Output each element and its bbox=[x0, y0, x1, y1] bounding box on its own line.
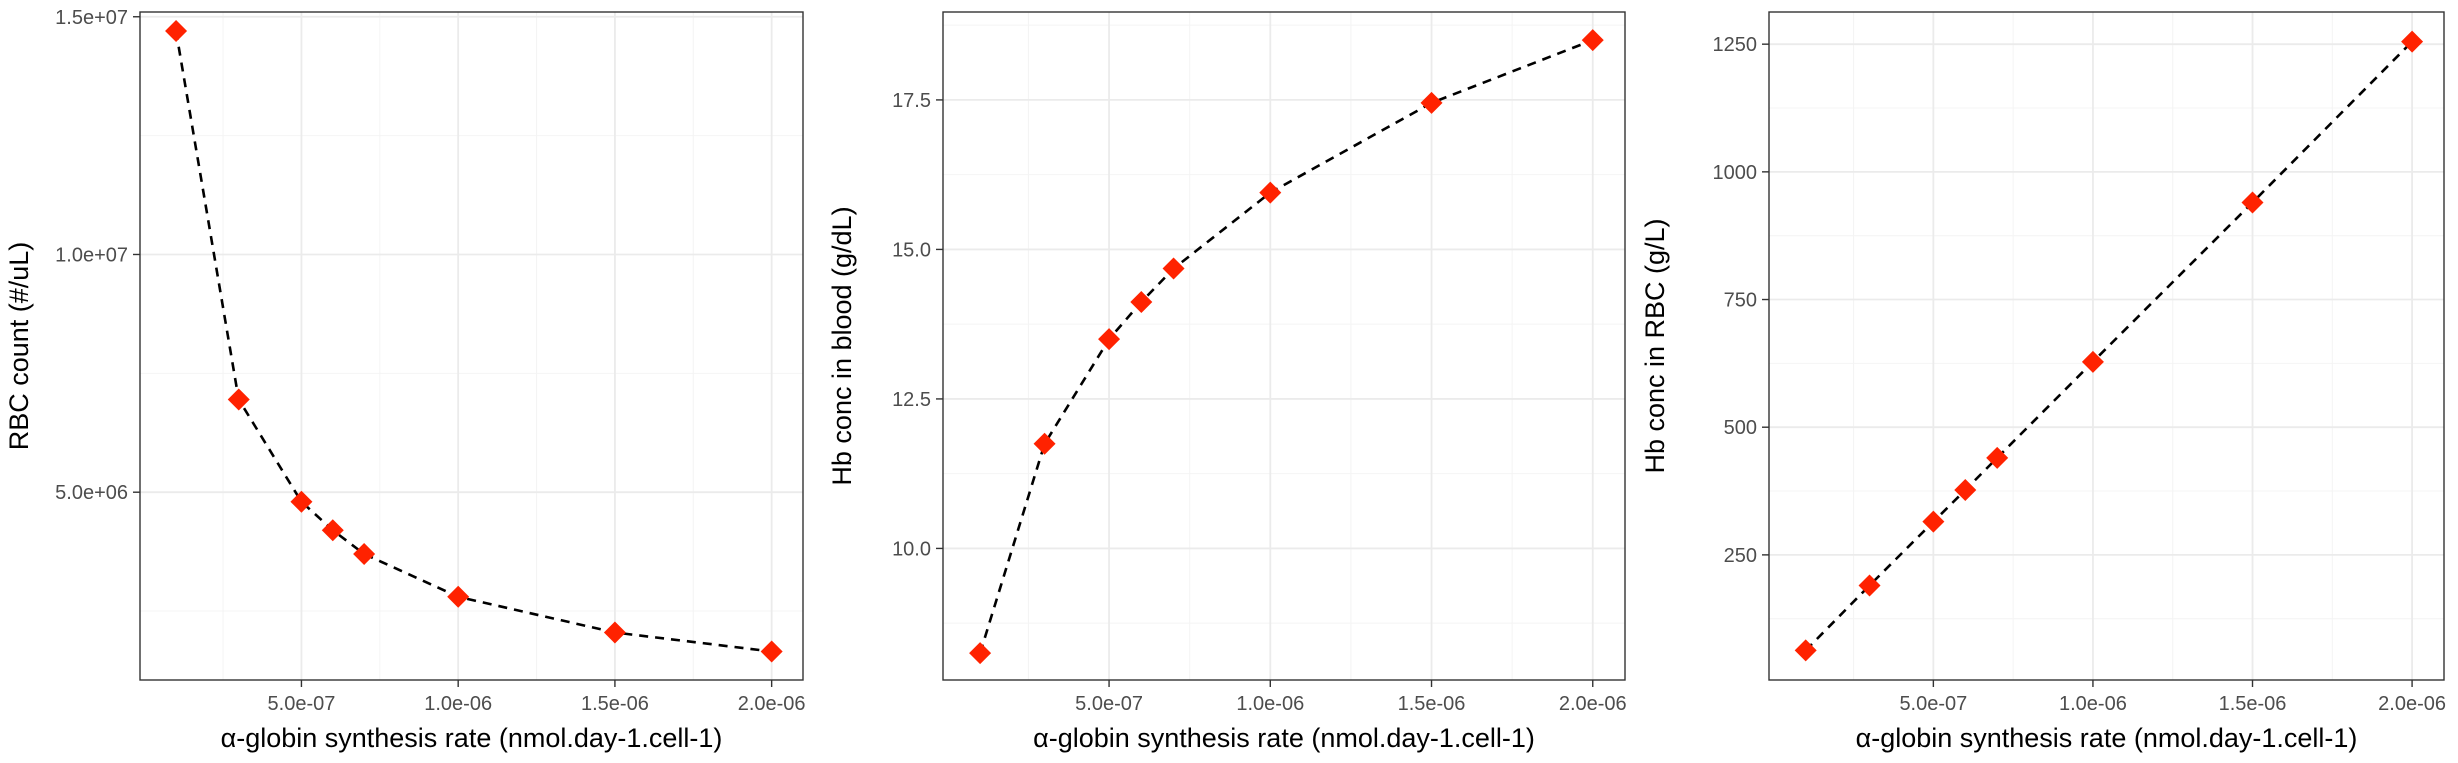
data-point bbox=[2241, 191, 2264, 214]
panel-border bbox=[1768, 11, 2445, 681]
data-point bbox=[1954, 479, 1977, 502]
data-point bbox=[447, 585, 470, 608]
x-tick-label: 5.0e-07 bbox=[1075, 693, 1143, 715]
data-point bbox=[227, 388, 250, 411]
data-point bbox=[1033, 432, 1056, 455]
y-axis-title: Hb conc in blood (g/dL) bbox=[827, 206, 857, 485]
data-point bbox=[969, 642, 992, 665]
panel-border bbox=[942, 11, 1626, 681]
chart-panel-2: 5.0e-07 1.0e-06 1.5e-06 2.0e-06 10.0 12.5 15.0… bbox=[827, 11, 1627, 753]
x-tick-label: 5.0e-07 bbox=[1899, 693, 1967, 715]
y-tick-label: 12.5 bbox=[892, 389, 931, 411]
data-point bbox=[1259, 181, 1282, 204]
x-tick-label: 1.0e-06 bbox=[2059, 693, 2127, 715]
chart-panel-1: 5.0e-07 1.0e-06 1.5e-06 2.0e-06 5.0e+06 1.0e+… bbox=[4, 7, 806, 753]
data-point bbox=[1858, 574, 1881, 597]
x-tick-label: 5.0e-07 bbox=[268, 693, 336, 715]
data-point bbox=[1581, 29, 1604, 52]
data-point bbox=[1098, 328, 1121, 351]
x-tick-label: 2.0e-06 bbox=[2378, 693, 2446, 715]
data-point bbox=[2081, 350, 2104, 373]
data-point bbox=[321, 519, 344, 542]
y-axis-title: Hb conc in RBC (g/L) bbox=[1640, 218, 1670, 473]
data-point bbox=[1794, 639, 1817, 662]
y-tick-label: 5.0e+06 bbox=[55, 482, 128, 504]
data-point bbox=[1162, 257, 1185, 280]
data-point bbox=[1986, 446, 2009, 469]
panel-border bbox=[139, 11, 804, 681]
y-tick-label: 750 bbox=[1724, 290, 1757, 312]
series-line bbox=[1804, 40, 2414, 652]
x-tick-label: 2.0e-06 bbox=[1559, 693, 1627, 715]
x-tick-label: 1.0e-06 bbox=[1236, 693, 1304, 715]
chart-panel-3: 5.0e-07 1.0e-06 1.5e-06 2.0e-06 250 500 750 100… bbox=[1640, 11, 2446, 753]
data-point bbox=[1420, 91, 1443, 114]
data-point bbox=[165, 20, 188, 43]
panel-background bbox=[943, 12, 1625, 680]
y-tick-label: 1.5e+07 bbox=[55, 7, 128, 29]
y-tick-label: 10.0 bbox=[892, 538, 931, 560]
y-tick-label: 15.0 bbox=[892, 239, 931, 261]
x-tick-label: 1.5e-06 bbox=[2219, 693, 2287, 715]
x-tick-label: 1.5e-06 bbox=[1398, 693, 1466, 715]
data-point bbox=[1130, 291, 1153, 314]
data-point bbox=[353, 543, 376, 566]
panel-background bbox=[140, 12, 803, 680]
y-tick-label: 250 bbox=[1724, 545, 1757, 567]
y-tick-label: 500 bbox=[1724, 417, 1757, 439]
y-tick-label: 1250 bbox=[1713, 34, 1758, 56]
x-tick-label: 1.5e-06 bbox=[581, 693, 649, 715]
x-axis-title: α-globin synthesis rate (nmol.day-1.cell… bbox=[1033, 723, 1535, 753]
data-point bbox=[603, 621, 626, 644]
y-tick-label: 1000 bbox=[1713, 162, 1758, 184]
y-tick-label: 1.0e+07 bbox=[55, 244, 128, 266]
y-axis-title: RBC count (#/uL) bbox=[4, 242, 34, 451]
x-axis-title: α-globin synthesis rate (nmol.day-1.cell… bbox=[1856, 723, 2358, 753]
x-tick-label: 1.0e-06 bbox=[424, 693, 492, 715]
x-axis-title: α-globin synthesis rate (nmol.day-1.cell… bbox=[221, 723, 723, 753]
data-point bbox=[760, 640, 783, 663]
x-tick-label: 2.0e-06 bbox=[738, 693, 806, 715]
y-tick-label: 17.5 bbox=[892, 90, 931, 112]
data-point bbox=[1922, 510, 1945, 533]
data-point bbox=[290, 490, 313, 513]
data-point bbox=[2401, 30, 2424, 53]
